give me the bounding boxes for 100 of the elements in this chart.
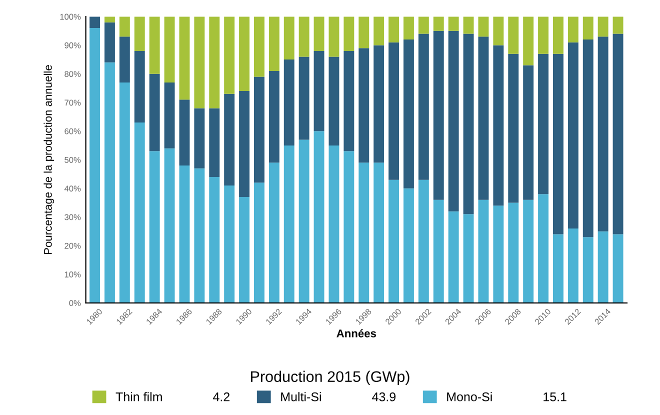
bar <box>179 16 190 100</box>
bar <box>328 145 340 303</box>
bar <box>582 40 594 238</box>
bar <box>538 194 549 303</box>
bar <box>268 162 280 303</box>
bar <box>568 42 578 228</box>
y-tick-label: 50% <box>64 156 81 163</box>
bar <box>418 34 429 180</box>
bar <box>209 176 220 303</box>
bar <box>493 45 504 206</box>
y-tick-label: 0% <box>69 300 81 306</box>
bar <box>478 16 489 37</box>
bar <box>224 16 235 94</box>
y-axis-title: Pourcentage de la production annuelle <box>44 65 54 254</box>
bar <box>179 166 190 303</box>
bar <box>134 16 145 51</box>
bar <box>284 145 294 303</box>
y-tick-label: 80% <box>64 71 81 77</box>
x-axis-title: Années <box>336 329 376 338</box>
bar <box>612 234 624 303</box>
legend-label: Mono-Si <box>447 392 492 402</box>
bar <box>90 28 100 303</box>
bar <box>149 74 160 152</box>
y-tick-label: 100% <box>60 14 81 20</box>
bar <box>104 16 115 22</box>
bar <box>328 16 340 57</box>
bar <box>388 180 400 303</box>
bar <box>463 34 474 214</box>
bar <box>508 202 519 303</box>
bar <box>358 162 370 303</box>
bar <box>374 16 384 46</box>
bar <box>314 50 324 132</box>
bar <box>194 16 205 108</box>
bar <box>254 16 264 77</box>
bar <box>448 30 459 212</box>
text: 43.9 <box>372 392 396 402</box>
bar <box>164 82 175 148</box>
bar <box>344 50 354 152</box>
bar <box>134 50 145 123</box>
bar <box>508 16 519 54</box>
bar <box>538 54 549 194</box>
legend-label: Thin film <box>116 392 162 402</box>
bar <box>328 56 340 146</box>
bar <box>239 197 250 303</box>
text: 4.2 <box>213 392 230 402</box>
bar <box>284 16 294 60</box>
bar <box>612 16 624 34</box>
bar <box>344 151 354 303</box>
bar <box>179 100 190 166</box>
bar <box>224 94 235 186</box>
bar <box>612 34 624 234</box>
bar <box>104 22 115 62</box>
bar <box>344 16 354 51</box>
bar <box>298 56 310 140</box>
bar <box>254 182 264 303</box>
bar <box>448 16 459 31</box>
bar <box>149 16 160 74</box>
legend-label: Multi-Si <box>281 392 321 402</box>
bar <box>552 54 564 234</box>
bar <box>119 16 130 37</box>
bar <box>523 65 534 200</box>
bar <box>119 82 130 303</box>
bar <box>374 45 384 163</box>
bar <box>582 237 594 303</box>
y-tick-label: 10% <box>64 272 81 278</box>
bar <box>358 16 370 48</box>
bar <box>598 16 608 37</box>
bar <box>268 71 280 163</box>
bar <box>463 214 474 303</box>
bar <box>433 30 444 200</box>
bar <box>598 231 608 303</box>
bar <box>388 42 400 180</box>
bar <box>433 200 444 303</box>
bar <box>493 16 504 46</box>
bar <box>598 36 608 232</box>
bar <box>508 54 519 203</box>
bar <box>298 16 310 57</box>
bar <box>552 16 564 54</box>
bar <box>104 62 115 303</box>
y-tick-label: 70% <box>64 100 81 106</box>
bar <box>478 200 489 303</box>
bar <box>194 108 205 168</box>
bar <box>209 16 220 108</box>
y-tick-label: 90% <box>64 42 81 48</box>
bar <box>493 206 504 303</box>
bar <box>209 108 220 177</box>
bar <box>268 16 280 72</box>
bar <box>388 16 400 42</box>
bar <box>254 76 264 183</box>
bar <box>418 16 429 34</box>
bar <box>568 228 578 303</box>
bar <box>149 151 160 303</box>
bar <box>403 40 414 188</box>
y-tick-label: 30% <box>64 214 81 220</box>
legend-title: Production 2015 (GWp) <box>251 370 410 386</box>
bar <box>568 16 578 42</box>
bar <box>403 16 414 40</box>
bar <box>552 234 564 303</box>
bar <box>314 16 324 51</box>
bar <box>314 131 324 303</box>
